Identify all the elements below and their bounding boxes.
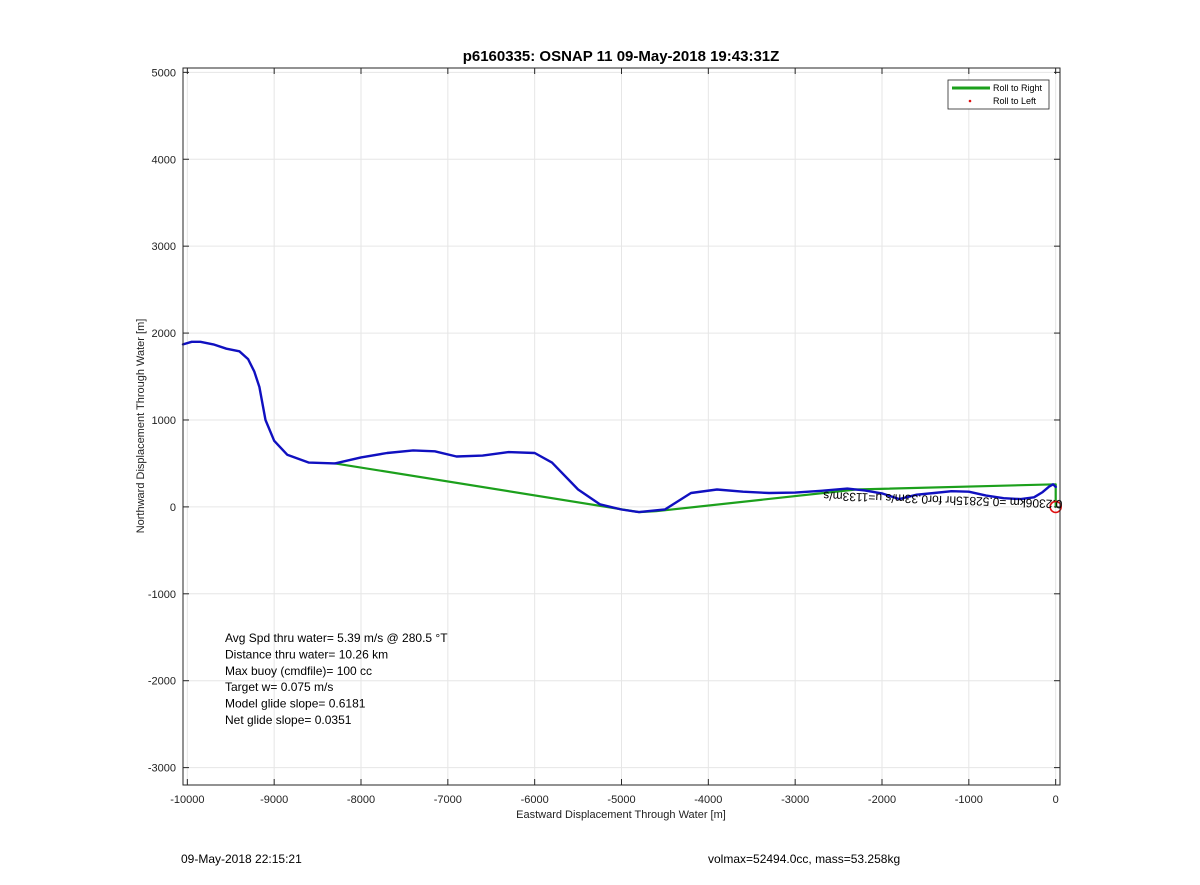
axis-ticks: -10000 -9000 -8000 -7000 -6000 -5000 -4000 -300… [148, 67, 1060, 806]
annotation-line: Distance thru water= 10.26 km [225, 647, 388, 661]
y-tick-label: 3000 [152, 241, 176, 253]
y-tick-label: 5000 [152, 67, 176, 79]
x-axis-label: Eastward Displacement Through Water [m] [516, 809, 726, 821]
y-tick-label: -2000 [148, 676, 176, 688]
end-marker-circle [1049, 500, 1062, 514]
x-tick-label: -7000 [434, 794, 462, 806]
x-tick-label: -2000 [868, 794, 896, 806]
footer-info: volmax=52494.0cc, mass=53.258kg [708, 852, 901, 866]
x-tick-label: -9000 [260, 794, 288, 806]
x-tick-label: -6000 [521, 794, 549, 806]
x-tick-label: -4000 [694, 794, 722, 806]
x-tick-label: -1000 [955, 794, 983, 806]
annotation-line: Max buoy (cmdfile)= 100 cc [225, 664, 372, 678]
annotation-line: Avg Spd thru water= 5.39 m/s @ 280.5 °T [225, 631, 448, 645]
annotation-line: Net glide slope= 0.0351 [225, 713, 352, 727]
y-tick-label: 4000 [152, 154, 176, 166]
annotation-line: Model glide slope= 0.6181 [225, 697, 366, 711]
x-tick-label: -8000 [347, 794, 375, 806]
trajectory-line [181, 340, 1057, 514]
x-tick-label: 0 [1053, 794, 1059, 806]
series-layer [181, 340, 1062, 514]
y-tick-label: -3000 [148, 763, 176, 775]
legend-swatch-roll-left [968, 99, 972, 103]
legend-label-roll-left: Roll to Left [993, 96, 1037, 106]
stats-annotations: Avg Spd thru water= 5.39 m/s @ 280.5 °T D… [225, 631, 448, 727]
y-tick-label: 1000 [152, 415, 176, 427]
grid-lines [183, 68, 1060, 785]
annotation-line: Target w= 0.075 m/s [225, 680, 333, 694]
legend-label-roll-right: Roll to Right [993, 83, 1043, 93]
y-tick-label: -1000 [148, 589, 176, 601]
legend-box [947, 79, 1050, 110]
legend: Roll to Right Roll to Left [947, 79, 1050, 110]
footer-date: 09-May-2018 22:15:21 [181, 852, 302, 866]
y-axis-label: Northward Displacement Through Water [m] [135, 319, 147, 534]
chart-title: p6160335: OSNAP 11 09-May-2018 19:43:31Z [463, 48, 780, 65]
x-tick-label: -5000 [607, 794, 635, 806]
x-tick-label: -10000 [170, 794, 204, 806]
y-tick-label: 0 [170, 502, 176, 514]
y-tick-label: 2000 [152, 328, 176, 340]
x-tick-label: -3000 [781, 794, 809, 806]
